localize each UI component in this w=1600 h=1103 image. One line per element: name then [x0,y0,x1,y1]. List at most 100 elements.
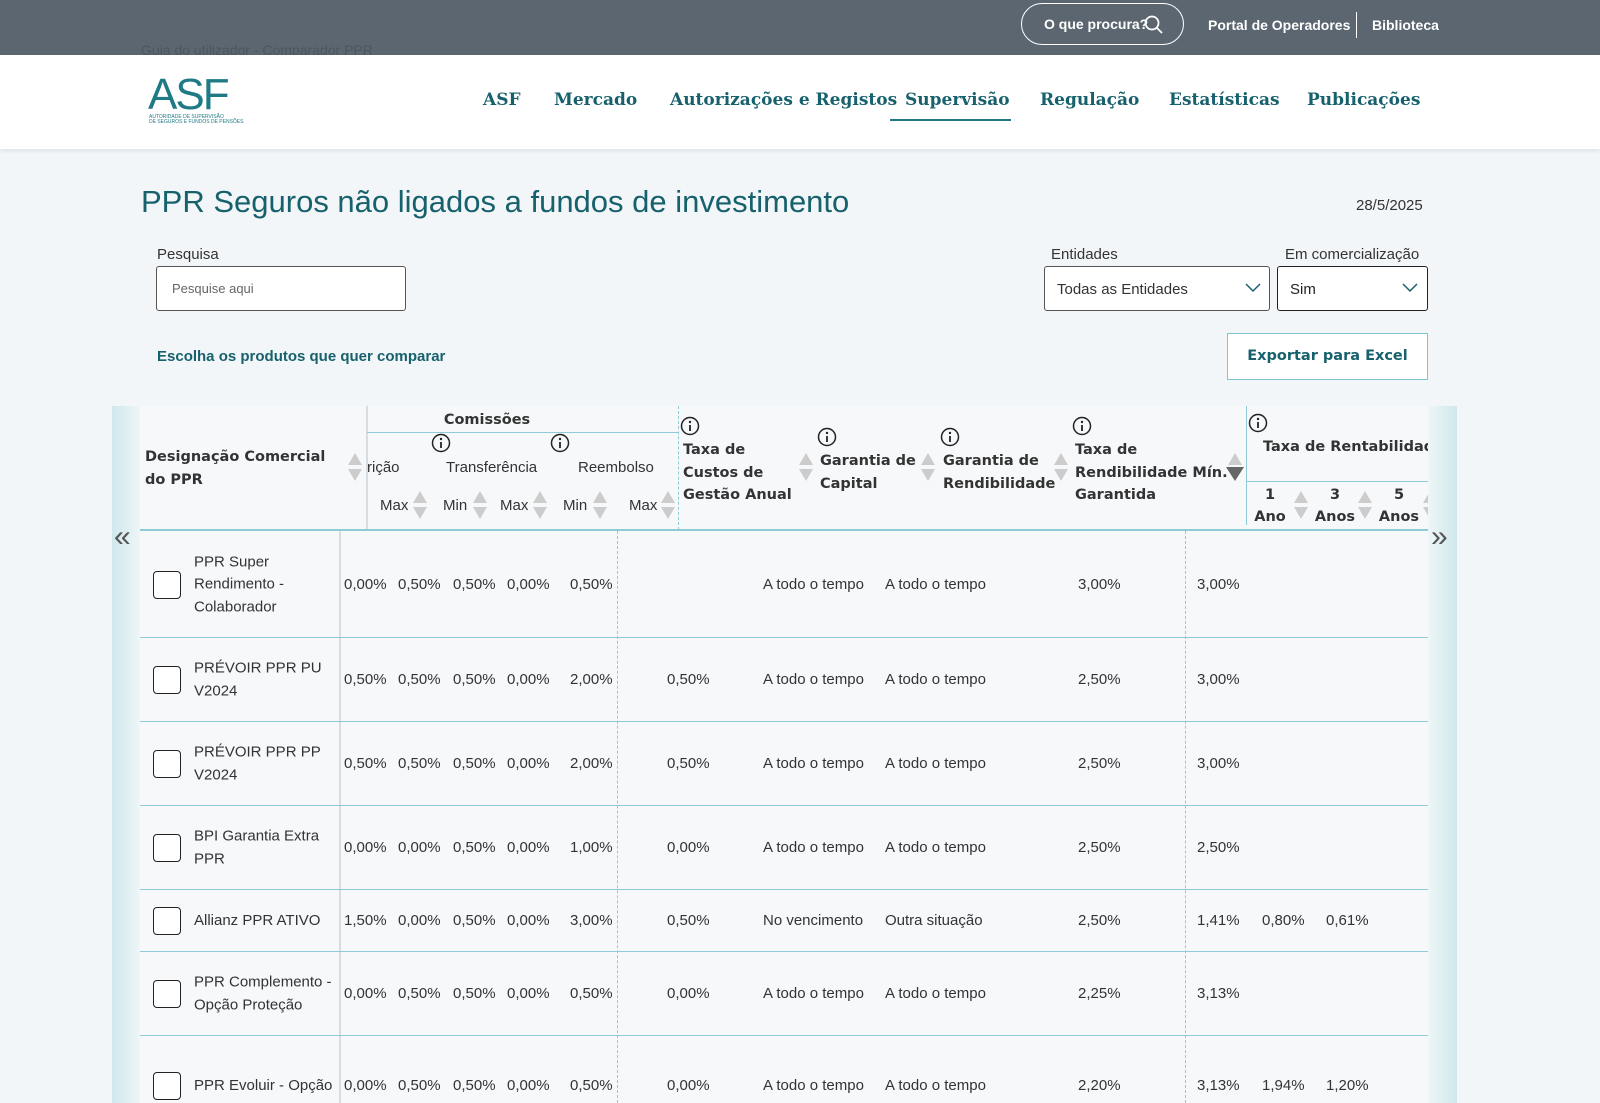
table-cell: 0,50% [453,1077,496,1094]
chevron [1245,283,1261,293]
scroll-left[interactable]: « [112,406,140,1103]
sort-icon[interactable] [531,489,549,521]
checkbox[interactable] [153,980,181,1008]
product-name: Allianz PPR ATIVO [194,911,321,929]
sort-glyph [1054,453,1068,481]
page-title: PPR Seguros não ligados a fundos de inve… [141,184,850,219]
table-cell: 0,50% [667,755,710,772]
table-cell: 0,50% [344,671,387,688]
sort-icon[interactable] [1356,489,1374,521]
table-cell: 2,00% [570,671,613,688]
info-icon[interactable] [680,416,700,436]
table-cell: 2,50% [1197,839,1240,856]
info-icon[interactable] [431,433,451,453]
entities-select[interactable]: Todas as Entidades [1044,266,1270,311]
table-cell: A todo o tempo [885,575,986,593]
column-header-line: Taxa de [1075,442,1138,458]
minmax-label: Max [629,497,658,514]
nav-item[interactable]: Regulação [1040,90,1140,110]
table-cell: 3,00% [1078,575,1121,593]
nav-underline [890,119,1011,121]
table-cell: 3,00% [1197,671,1240,688]
search-icon [1144,15,1163,34]
sort-glyph [1294,491,1308,519]
table-cell: 0,00% [667,985,710,1002]
sort-icon[interactable] [1421,489,1428,521]
nav-item[interactable]: Supervisão [905,90,1010,110]
sort-icon[interactable] [1052,451,1070,483]
column-header-line: Garantida [1075,487,1157,503]
sort-icon[interactable] [591,489,609,521]
sub-header: rição [367,459,400,476]
table: « » Designação Comercial do PPR Comissões r… [112,406,1457,1103]
table-line [140,529,1428,531]
checkbox[interactable] [153,834,181,862]
logo[interactable]: ASF [148,70,230,119]
sort-icon[interactable] [797,451,815,483]
table-cell: 2,50% [1078,839,1121,856]
scroll-right[interactable]: » [1428,406,1457,1103]
sort-glyph [473,491,487,519]
info-icon[interactable] [550,433,570,453]
info-icon[interactable] [817,427,837,447]
search-label: Pesquisa [157,246,219,263]
table-cell: 0,50% [667,912,710,929]
table-line [140,805,1428,806]
operators-link[interactable]: Portal de Operadores [1208,17,1351,33]
table-cell: 2,50% [1078,671,1121,688]
table-cell: 0,00% [667,839,710,856]
table-cell: A todo o tempo [763,1077,864,1094]
checkbox[interactable] [153,666,181,694]
search-button[interactable]: O que procura? [1021,3,1184,45]
checkbox[interactable] [153,1072,181,1100]
column-header-line: Rendibilidade Mín. [1075,464,1228,481]
sort-icon[interactable] [1226,451,1244,483]
sort-glyph [413,491,427,519]
search-input[interactable]: Pesquise aqui [156,266,406,311]
checkbox[interactable] [153,907,181,935]
table-cell: 1,00% [570,839,613,856]
info-icon[interactable] [940,427,960,447]
nav-item[interactable]: Estatísticas [1169,90,1280,110]
nav-item[interactable]: ASF [483,90,521,110]
table-cell: No vencimento [763,912,864,929]
table-cell: 3,00% [1197,575,1240,593]
nav-item[interactable]: Publicações [1307,90,1421,110]
export-button[interactable]: Exportar para Excel [1227,333,1428,380]
table-cell: A todo o tempo [763,575,864,593]
table-cell: 0,00% [507,1077,550,1094]
marketing-value: Sim [1290,281,1316,298]
marketing-select[interactable]: Sim [1277,266,1428,311]
nav-item[interactable]: Mercado [554,90,638,110]
table-cell: A todo o tempo [885,671,986,688]
nav-item[interactable]: Autorizações e Registos [670,90,898,110]
date: 28/5/2025 [1356,197,1423,214]
return-header: Taxa de Rentabilidad [1263,439,1428,455]
compare-link[interactable]: Escolha os produtos que quer comparar [157,348,446,365]
sort-icon[interactable] [471,489,489,521]
info-glyph [940,427,960,447]
return-period: 1 Ano [1254,487,1286,525]
sort-icon[interactable] [1292,489,1310,521]
info-icon[interactable] [1072,416,1092,436]
checkbox[interactable] [153,570,181,599]
nav-bar: ASF AUTORIDADE DE SUPERVISÃO DE SEGUROS … [0,55,1600,149]
sort-icon[interactable] [919,451,937,483]
table-cell: 0,50% [570,985,613,1002]
table-line [140,1035,1428,1036]
table-line [366,406,368,530]
table-cell: 0,50% [398,1077,441,1094]
table-line [140,889,1428,890]
product-name: BPI Garantia Extra PPR [194,827,320,868]
column-header-line: Gestão Anual [683,487,792,503]
table-cell: A todo o tempo [885,755,986,772]
sort-glyph [348,453,362,481]
checkbox[interactable] [153,750,181,778]
entities-label: Entidades [1051,246,1118,263]
library-link[interactable]: Biblioteca [1372,17,1439,33]
info-icon[interactable] [1248,413,1268,433]
sort-icon[interactable] [659,489,677,521]
sort-icon[interactable] [346,451,364,483]
table-cell: A todo o tempo [885,1077,986,1094]
sort-icon[interactable] [411,489,429,521]
